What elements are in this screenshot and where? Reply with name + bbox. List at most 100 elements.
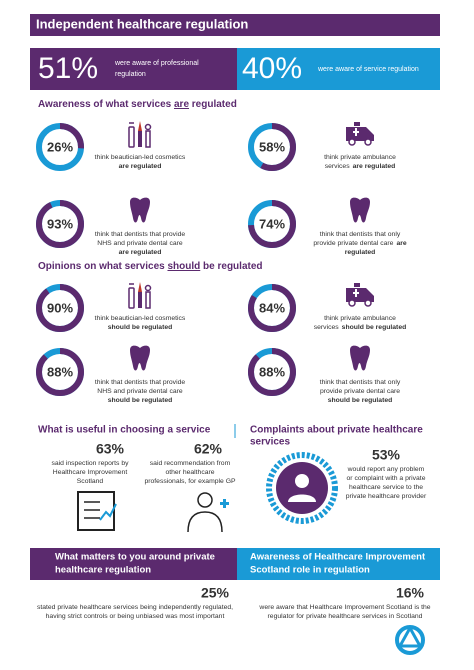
- stat-text: were aware of service regulation: [317, 66, 419, 73]
- icon-part: [354, 283, 360, 287]
- icon-part: [197, 492, 213, 508]
- title-part: are: [174, 99, 189, 110]
- text-part: think private ambulance: [324, 154, 396, 161]
- item-text: services are regulated: [325, 163, 396, 170]
- stat-text: regulator for private healthcare service…: [268, 613, 423, 620]
- section-title: Awareness of Healthcare Improvement: [250, 552, 426, 563]
- stat-text: said inspection reports by: [51, 460, 129, 467]
- stat-text: healthcare service to the: [349, 484, 423, 491]
- icon-part: [364, 138, 372, 146]
- text-strong: should be regulated: [108, 324, 173, 331]
- icon: [346, 122, 374, 146]
- icon-part: [288, 494, 316, 502]
- title-part: be regulated: [200, 261, 262, 272]
- ring-label: 26%: [47, 139, 73, 154]
- stat: 25%: [201, 585, 230, 601]
- stat-text: Scotland: [77, 478, 104, 485]
- section-title: healthcare regulation: [55, 565, 151, 576]
- text-part: NHS and private dental care: [97, 388, 183, 395]
- header-title: Independent healthcare regulation: [36, 16, 248, 31]
- stat-text: were aware of professional: [114, 60, 199, 67]
- stat: 62%: [194, 441, 223, 457]
- icon-part: [99, 503, 117, 521]
- item-text: should be regulated: [108, 324, 173, 331]
- ring-label: 74%: [259, 216, 285, 231]
- text-part: services: [325, 163, 351, 170]
- item-text: think that dentists that provide: [95, 379, 186, 386]
- icon-part: [348, 299, 356, 307]
- item-text: regulated: [345, 249, 376, 256]
- ring-arc: [248, 200, 296, 248]
- icon-part: [77, 491, 115, 531]
- icon-part: [144, 284, 152, 292]
- stat: 53%: [372, 447, 401, 463]
- icon-part: [144, 123, 152, 131]
- icon-part: [295, 474, 309, 488]
- icon-ring: [266, 452, 338, 524]
- section-title: services: [250, 437, 290, 448]
- text-strong: should be regulated: [328, 397, 393, 404]
- item-text: should be regulated: [108, 397, 173, 404]
- icon: [130, 345, 150, 371]
- icon-part: [353, 289, 359, 297]
- text-strong: should be regulated: [342, 324, 407, 331]
- icon-part: [138, 131, 142, 147]
- icon: [128, 282, 152, 309]
- text-strong: are: [396, 240, 406, 247]
- stat-text: said recommendation from: [150, 460, 231, 467]
- item-text: think that dentists that only: [320, 231, 401, 238]
- ring-label: 84%: [259, 300, 285, 315]
- item-text: think beautician-led cosmetics: [95, 154, 186, 161]
- stat-panel: [237, 48, 440, 90]
- icon-part: [346, 288, 374, 302]
- icon-part: [350, 197, 370, 223]
- title-part: should: [167, 261, 200, 272]
- icon-part: [354, 122, 360, 126]
- icon-part: [187, 511, 223, 533]
- icon-part: [348, 138, 356, 146]
- ring-arc: [36, 284, 84, 332]
- text-part: think that dentists that only: [320, 231, 401, 238]
- stat-text: private healthcare provider: [346, 493, 427, 500]
- icon-part: [128, 126, 135, 148]
- item-text: are regulated: [119, 249, 162, 256]
- stat: 40%: [242, 52, 302, 85]
- icon: [350, 345, 370, 371]
- stat-text: professionals, for example GP: [144, 478, 236, 485]
- text-strong: regulated: [345, 249, 376, 256]
- stat-text: or complaint with a private: [347, 475, 426, 482]
- title-part: Awareness of what services: [38, 99, 174, 110]
- text-strong: are regulated: [119, 163, 162, 170]
- stat-text: stated private healthcare services being…: [37, 604, 233, 611]
- text-part: think beautician-led cosmetics: [95, 315, 186, 322]
- title-part: Opinions on what services: [38, 261, 167, 272]
- text-part: think that dentists that provide: [95, 379, 186, 386]
- section-bar: [30, 548, 237, 580]
- section-title: Scotland role in regulation: [250, 565, 370, 576]
- title-part: regulated: [189, 99, 237, 110]
- text-part: provide private dental care: [320, 388, 400, 395]
- ring-label: 90%: [47, 300, 73, 315]
- stat-text: other healthcare: [165, 469, 214, 476]
- icon: [130, 197, 150, 223]
- item-text: NHS and private dental care: [97, 388, 183, 395]
- text-strong: are regulated: [353, 163, 396, 170]
- stat-text: Healthcare Improvement: [53, 469, 128, 476]
- icon-part: [130, 345, 150, 371]
- stat-text: would report any problem: [347, 466, 425, 473]
- icon-part: [220, 499, 229, 508]
- icon-part: [138, 121, 142, 131]
- section-title: Opinions on what services should be regu…: [38, 261, 263, 272]
- ring-arc: [36, 200, 84, 248]
- ring-label: 88%: [259, 364, 285, 379]
- ring-arc: [36, 348, 84, 396]
- text-part: NHS and private dental care: [97, 240, 183, 247]
- icon: [346, 283, 374, 307]
- stat-text: were aware that Healthcare Improvement S…: [258, 604, 430, 611]
- item-text: services should be regulated: [314, 324, 407, 331]
- text-part: services: [314, 324, 340, 331]
- section-title: What matters to you around private: [55, 552, 215, 563]
- item-text: NHS and private dental care: [97, 240, 183, 247]
- icon: [128, 121, 152, 148]
- icon-part: [364, 299, 372, 307]
